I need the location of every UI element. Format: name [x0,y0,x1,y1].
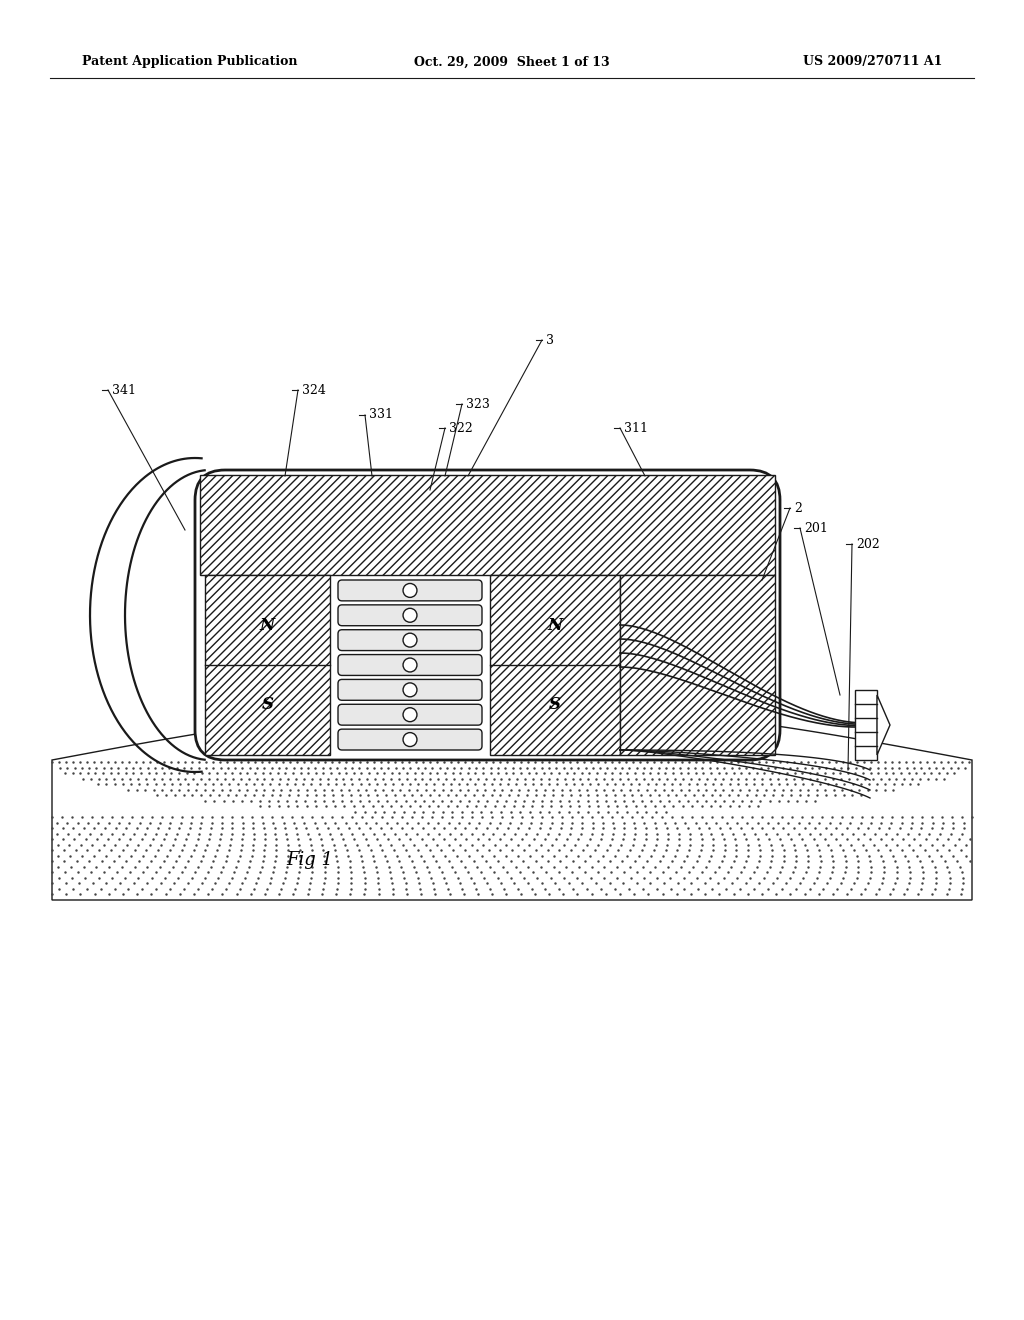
FancyBboxPatch shape [195,470,780,760]
Text: US 2009/270711 A1: US 2009/270711 A1 [803,55,942,69]
Text: 2: 2 [794,502,802,515]
Text: Oct. 29, 2009  Sheet 1 of 13: Oct. 29, 2009 Sheet 1 of 13 [414,55,610,69]
FancyBboxPatch shape [338,655,482,676]
Text: N: N [260,616,275,634]
Text: 202: 202 [856,537,880,550]
Bar [490,576,620,755]
FancyBboxPatch shape [338,705,482,725]
Circle shape [403,634,417,647]
Text: 324: 324 [302,384,326,396]
Circle shape [403,682,417,697]
FancyBboxPatch shape [338,680,482,701]
Text: 201: 201 [804,521,827,535]
Bar [200,475,775,576]
FancyBboxPatch shape [338,579,482,601]
Text: Fig 1: Fig 1 [287,851,334,869]
Circle shape [403,659,417,672]
Bar [205,576,330,755]
Text: 341: 341 [112,384,136,396]
Text: 3: 3 [546,334,554,346]
Text: N: N [548,616,562,634]
Text: Patent Application Publication: Patent Application Publication [82,55,298,69]
Bar [855,690,877,760]
Text: 322: 322 [449,421,473,434]
Polygon shape [52,705,972,900]
FancyBboxPatch shape [338,630,482,651]
FancyBboxPatch shape [338,729,482,750]
Text: S: S [549,696,561,713]
Text: 311: 311 [624,421,648,434]
Circle shape [403,609,417,622]
Bar [620,576,775,755]
Polygon shape [877,696,890,755]
Circle shape [403,708,417,722]
Circle shape [403,733,417,747]
Text: 323: 323 [466,397,489,411]
FancyBboxPatch shape [338,605,482,626]
Text: S: S [261,696,273,713]
Text: 331: 331 [369,408,393,421]
Circle shape [403,583,417,598]
